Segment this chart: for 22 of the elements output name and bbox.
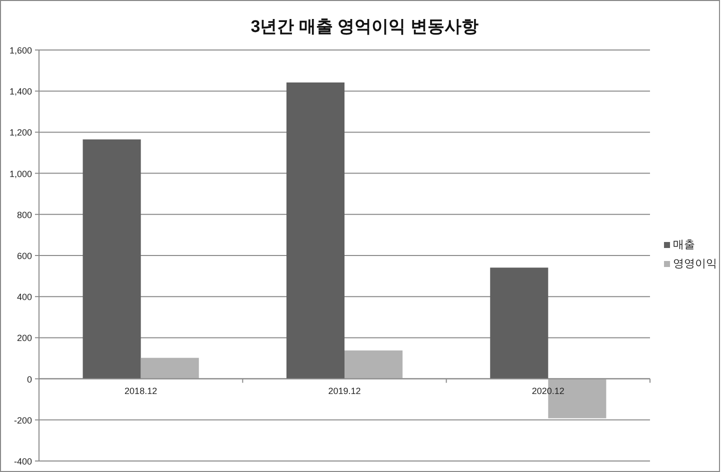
x-tick-label: 2019.12	[328, 386, 361, 396]
y-tick-label: 1,000	[9, 168, 32, 179]
chart-title: 3년간 매출 영억이익 변동사항	[250, 17, 478, 36]
x-tick-label: 2020.12	[532, 386, 564, 396]
y-tick-label: 600	[16, 251, 32, 261]
y-tick-label: 1,200	[9, 128, 32, 138]
bar	[140, 358, 199, 379]
y-tick-label: -400	[14, 456, 32, 466]
bar	[82, 139, 141, 379]
x-tick-label: 2018.12	[124, 386, 158, 396]
y-tick-label: 400	[16, 292, 32, 302]
y-tick-label: 1,400	[9, 86, 32, 97]
y-tick-label: -200	[14, 415, 32, 426]
legend-label: 영영이익	[673, 258, 717, 270]
bar	[286, 82, 344, 379]
legend-label: 매출	[673, 239, 695, 251]
y-tick-label: 200	[16, 333, 32, 344]
y-tick-label: 800	[16, 210, 32, 220]
bar	[490, 268, 548, 379]
bar	[344, 350, 403, 379]
y-tick-label: 0	[26, 374, 32, 384]
y-tick-label: 1,600	[9, 46, 32, 56]
